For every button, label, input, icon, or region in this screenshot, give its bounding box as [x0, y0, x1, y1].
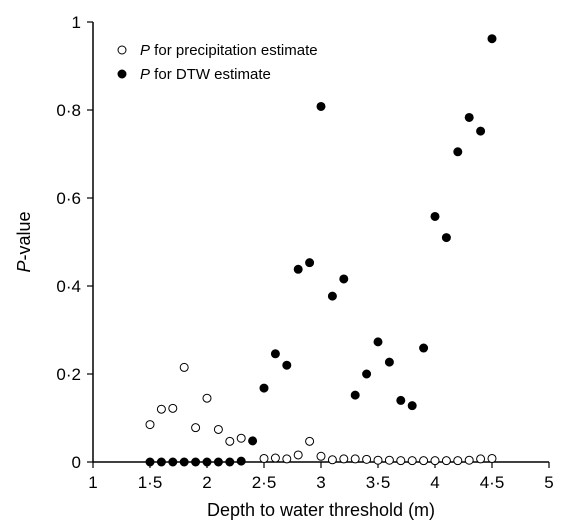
dtw-estimate-point	[236, 456, 246, 466]
x-axis: 1 1·5 2 2·5 3 3·5 4 4·5 5 Depth to water thresho…	[88, 461, 554, 520]
precipitation-estimate-point	[430, 456, 440, 466]
legend-filled-circle-marker	[117, 69, 127, 79]
dtw-estimate-point	[339, 274, 349, 284]
x-ticks: 1 1·5 2 2·5 3 3·5 4 4·5 5	[88, 462, 554, 492]
precipitation-estimate-point	[419, 456, 429, 466]
legend-label-precipitation-italic: P	[140, 42, 150, 59]
precipitation-estimate-point	[441, 456, 451, 466]
dtw-estimate-point	[396, 395, 406, 405]
precipitation-estimate-point	[373, 455, 383, 465]
dtw-estimate-point	[248, 436, 258, 446]
y-tick-label: 0·2	[56, 365, 81, 384]
precipitation-estimate-point	[179, 362, 189, 372]
precipitation-estimate-point	[339, 454, 349, 464]
legend-open-circle-marker	[117, 45, 127, 55]
dtw-estimate-point	[305, 258, 315, 268]
dtw-estimate-point	[350, 390, 360, 400]
legend-label-dtw: P for DTW estimate	[140, 66, 271, 83]
y-tick-label: 0	[72, 453, 81, 472]
y-axis: 0 0·2 0·4 0·6 0·8 1 P-value	[14, 13, 94, 472]
dtw-estimate-point	[179, 457, 189, 467]
dtw-estimate-point	[362, 369, 372, 379]
precipitation-estimate-point	[225, 436, 235, 446]
precipitation-estimate-point	[236, 433, 246, 443]
dtw-estimate-point	[327, 291, 337, 301]
precipitation-estimate-point	[384, 455, 394, 465]
precipitation-estimate-point	[282, 454, 292, 464]
precipitation-estimate-point	[327, 455, 337, 465]
precipitation-estimate-point	[191, 423, 201, 433]
y-axis-title-italic: P	[14, 261, 34, 273]
dtw-estimate-point	[191, 457, 201, 467]
legend: P for precipitation estimate P for DTW e…	[117, 42, 318, 83]
precipitation-estimate-point	[350, 454, 360, 464]
dtw-estimate-point	[373, 337, 383, 347]
precipitation-estimate-point	[453, 456, 463, 466]
dtw-estimate-point	[270, 349, 280, 359]
dtw-estimate-point	[476, 126, 486, 136]
precipitation-estimate-point	[464, 455, 474, 465]
precipitation-estimate-point	[168, 403, 178, 413]
legend-label-precipitation: P for precipitation estimate	[140, 42, 318, 59]
data-points	[145, 34, 497, 467]
precipitation-estimate-point	[293, 450, 303, 460]
precipitation-estimate-point	[362, 454, 372, 464]
dtw-estimate-point	[225, 457, 235, 467]
y-tick-label: 0·4	[56, 277, 81, 296]
x-tick-label: 4	[430, 473, 439, 492]
dtw-estimate-point	[202, 457, 212, 467]
precipitation-estimate-point	[476, 454, 486, 464]
y-tick-label: 0·8	[56, 101, 81, 120]
y-tick-label: 1	[72, 13, 81, 32]
precipitation-estimate-point	[156, 404, 166, 414]
dtw-estimate-point	[430, 211, 440, 221]
precipitation-estimate-point	[487, 453, 497, 463]
legend-item-dtw: P for DTW estimate	[117, 66, 271, 83]
legend-item-precipitation: P for precipitation estimate	[117, 42, 318, 59]
legend-label-dtw-italic: P	[140, 66, 150, 83]
precipitation-estimate-point	[316, 451, 326, 461]
x-tick-label: 2·5	[252, 473, 277, 492]
y-axis-title-rest: -value	[14, 211, 34, 260]
dtw-estimate-point	[464, 112, 474, 122]
x-axis-title: Depth to water threshold (m)	[207, 500, 435, 520]
precipitation-estimate-point	[270, 453, 280, 463]
x-tick-label: 5	[544, 473, 553, 492]
dtw-estimate-point	[487, 34, 497, 44]
precipitation-estimate-point	[396, 456, 406, 466]
dtw-estimate-point	[293, 264, 303, 274]
precipitation-estimate-point	[213, 424, 223, 434]
y-tick-label: 0·6	[56, 189, 81, 208]
legend-label-dtw-rest: for DTW estimate	[150, 66, 271, 83]
y-axis-title: P-value	[14, 211, 34, 272]
dtw-estimate-point	[419, 343, 429, 353]
dtw-estimate-point	[168, 457, 178, 467]
legend-label-precipitation-rest: for precipitation estimate	[150, 42, 318, 59]
x-tick-label: 2	[202, 473, 211, 492]
dtw-estimate-point	[145, 457, 155, 467]
precipitation-estimate-point	[259, 453, 269, 463]
dtw-estimate-point	[384, 357, 394, 367]
x-tick-label: 1	[88, 473, 97, 492]
dtw-estimate-point	[453, 147, 463, 157]
precipitation-estimate-point	[202, 393, 212, 403]
dtw-estimate-point	[259, 383, 269, 393]
x-tick-label: 4·5	[480, 473, 505, 492]
dtw-estimate-point	[441, 233, 451, 243]
dtw-estimate-point	[282, 360, 292, 370]
dtw-estimate-point	[407, 401, 417, 411]
x-tick-label: 1·5	[138, 473, 163, 492]
precipitation-estimate-point	[407, 456, 417, 466]
precipitation-estimate-point	[305, 436, 315, 446]
precipitation-estimate-point	[145, 420, 155, 430]
dtw-estimate-point	[316, 101, 326, 111]
x-tick-label: 3	[316, 473, 325, 492]
dtw-estimate-point	[213, 457, 223, 467]
x-tick-label: 3·5	[366, 473, 391, 492]
y-ticks: 0 0·2 0·4 0·6 0·8 1	[56, 13, 93, 472]
dtw-estimate-point	[156, 457, 166, 467]
